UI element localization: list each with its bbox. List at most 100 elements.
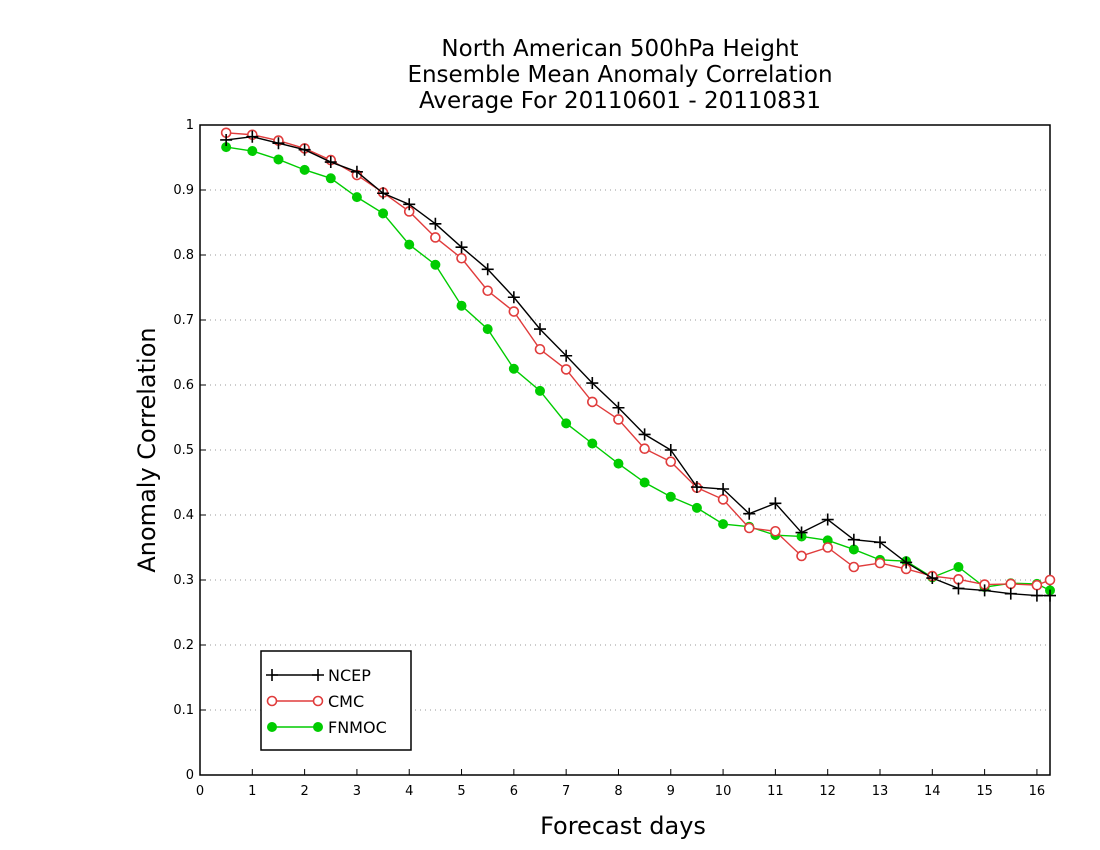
- data-point-cmc: [848, 561, 860, 573]
- legend-item-ncep: NCEP: [266, 666, 371, 685]
- y-tick-label: 0.1: [173, 703, 194, 718]
- series-line-cmc: [226, 132, 1051, 586]
- legend-item-fnmoc: FNMOC: [267, 718, 387, 737]
- series-fnmoc: [221, 142, 1055, 596]
- legend-item-cmc: CMC: [266, 692, 364, 711]
- data-point-ncep: [1044, 589, 1056, 602]
- data-point-ncep: [717, 483, 730, 495]
- x-tick-label: 12: [819, 784, 836, 799]
- data-point-ncep: [246, 130, 259, 143]
- data-point-ncep: [638, 428, 651, 441]
- y-tick-label: 0.5: [173, 443, 194, 458]
- x-tick-label: 6: [510, 784, 518, 799]
- x-tick-label: 0: [196, 784, 204, 799]
- x-tick-label: 15: [976, 784, 993, 799]
- y-tick-label: 0.9: [173, 183, 194, 198]
- data-point-fnmoc: [299, 164, 310, 175]
- data-point-ncep: [821, 513, 834, 526]
- data-point-ncep: [586, 377, 599, 390]
- data-point-fnmoc: [404, 239, 415, 250]
- data-point-cmc: [770, 525, 781, 537]
- data-point-ncep: [1030, 589, 1043, 602]
- data-point-fnmoc: [848, 544, 859, 555]
- legend-swatch-marker: [313, 722, 323, 732]
- data-point-fnmoc: [665, 491, 676, 502]
- data-point-cmc: [743, 522, 755, 534]
- data-point-ncep: [455, 241, 468, 254]
- y-tick-label: 0.4: [173, 508, 194, 523]
- data-point-ncep: [769, 497, 782, 510]
- data-point-fnmoc: [456, 300, 467, 311]
- data-point-fnmoc: [639, 477, 650, 488]
- data-point-ncep: [534, 323, 546, 336]
- y-tick-label: 0.8: [173, 248, 194, 263]
- x-tick-label: 10: [715, 784, 732, 799]
- data-point-fnmoc: [691, 502, 702, 513]
- grid-lines: [200, 189, 1050, 711]
- data-point-cmc: [874, 557, 886, 569]
- data-point-cmc: [430, 232, 441, 243]
- data-point-ncep: [978, 584, 991, 597]
- series-layer: [220, 127, 1056, 602]
- data-point-fnmoc: [351, 192, 362, 203]
- y-tick-label: 0: [186, 768, 194, 783]
- data-point-fnmoc: [561, 418, 572, 429]
- data-point-cmc: [796, 550, 807, 562]
- series-line-fnmoc: [226, 146, 1051, 592]
- legend-swatch-marker: [312, 695, 324, 707]
- data-point-fnmoc: [587, 438, 598, 449]
- series-cmc: [220, 127, 1056, 591]
- data-point-cmc: [1031, 579, 1043, 591]
- data-point-fnmoc: [247, 146, 258, 156]
- data-point-ncep: [272, 137, 285, 150]
- legend-swatch-marker: [312, 669, 324, 681]
- x-tick-label: 9: [667, 784, 675, 799]
- legend-label: CMC: [328, 692, 364, 711]
- data-point-fnmoc: [430, 259, 441, 270]
- x-tick-label: 3: [353, 784, 361, 799]
- data-point-ncep: [664, 444, 677, 456]
- data-point-ncep: [507, 291, 520, 304]
- data-point-fnmoc: [535, 385, 545, 396]
- data-point-ncep: [560, 349, 573, 362]
- data-point-cmc: [482, 285, 493, 297]
- data-point-ncep: [324, 156, 337, 169]
- x-tick-label: 11: [767, 784, 784, 799]
- data-point-ncep: [612, 401, 625, 414]
- legend-label: FNMOC: [328, 718, 387, 737]
- data-point-fnmoc: [273, 154, 284, 165]
- data-point-fnmoc: [482, 324, 493, 335]
- y-tick-label: 0.6: [173, 378, 194, 393]
- data-point-ncep: [429, 217, 442, 230]
- chart-title-line-2: Ensemble Mean Anomaly Correlation: [407, 62, 833, 88]
- data-point-cmc: [1044, 574, 1056, 586]
- x-axis-label: Forecast days: [540, 812, 706, 840]
- data-point-cmc: [508, 306, 520, 317]
- x-axis-tick-labels: 0 1 2 3 4 5 6 7 8 9 10 11 12 13 14 15 16: [196, 784, 1045, 799]
- data-point-fnmoc: [325, 173, 336, 184]
- legend-swatch-marker: [267, 722, 277, 732]
- data-point-cmc: [822, 542, 833, 553]
- data-point-ncep: [952, 582, 965, 595]
- y-tick-label: 0.2: [173, 638, 194, 653]
- data-point-cmc: [534, 343, 546, 355]
- data-point-cmc: [717, 494, 729, 505]
- data-point-ncep: [220, 133, 233, 146]
- data-point-cmc: [1005, 578, 1017, 590]
- data-point-fnmoc: [613, 458, 624, 469]
- data-point-ncep: [743, 507, 756, 520]
- x-tick-label: 1: [248, 784, 256, 799]
- data-point-fnmoc: [378, 208, 389, 219]
- data-point-fnmoc: [508, 363, 519, 374]
- legend: NCEP CMC FNMOC: [260, 650, 412, 751]
- x-tick-label: 2: [300, 784, 308, 799]
- x-tick-label: 4: [405, 784, 413, 799]
- data-point-cmc: [560, 364, 572, 375]
- data-point-ncep: [874, 536, 886, 549]
- data-point-ncep: [403, 198, 416, 211]
- y-axis-label: Anomaly Correlation: [133, 327, 161, 572]
- data-point-cmc: [613, 414, 624, 425]
- series-line-ncep: [226, 135, 1050, 597]
- y-axis-tick-labels: 0 0.1 0.2 0.3 0.4 0.5 0.6 0.7 0.8 0.9 1: [173, 118, 194, 783]
